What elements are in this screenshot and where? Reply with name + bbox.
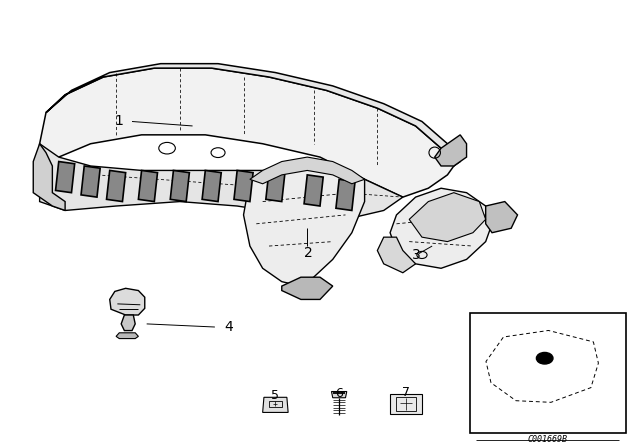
Text: 5: 5 bbox=[271, 388, 280, 401]
Polygon shape bbox=[109, 289, 145, 315]
Text: C001669B: C001669B bbox=[528, 435, 568, 444]
Polygon shape bbox=[56, 162, 75, 193]
Text: 6: 6 bbox=[335, 387, 343, 400]
Polygon shape bbox=[336, 179, 355, 211]
Polygon shape bbox=[40, 144, 403, 220]
Text: 3: 3 bbox=[412, 248, 421, 262]
Polygon shape bbox=[81, 166, 100, 197]
Polygon shape bbox=[40, 68, 454, 197]
Polygon shape bbox=[250, 157, 365, 184]
Polygon shape bbox=[390, 394, 422, 414]
Polygon shape bbox=[170, 170, 189, 202]
Polygon shape bbox=[486, 202, 518, 233]
Polygon shape bbox=[378, 237, 415, 273]
Polygon shape bbox=[138, 170, 157, 202]
Text: 1: 1 bbox=[115, 115, 124, 129]
Polygon shape bbox=[409, 193, 486, 241]
Text: 7: 7 bbox=[402, 386, 410, 399]
Polygon shape bbox=[121, 315, 135, 331]
Polygon shape bbox=[304, 175, 323, 206]
Polygon shape bbox=[435, 135, 467, 166]
Polygon shape bbox=[116, 333, 138, 339]
Polygon shape bbox=[390, 188, 492, 268]
Polygon shape bbox=[332, 392, 347, 398]
Bar bbox=[470, 313, 626, 433]
Polygon shape bbox=[46, 64, 460, 166]
Polygon shape bbox=[262, 397, 288, 413]
Polygon shape bbox=[266, 170, 285, 202]
Polygon shape bbox=[33, 144, 65, 211]
Circle shape bbox=[536, 353, 553, 364]
Text: 2: 2 bbox=[304, 246, 313, 260]
Text: 4: 4 bbox=[224, 320, 232, 334]
Polygon shape bbox=[282, 277, 333, 299]
Polygon shape bbox=[106, 170, 125, 202]
Polygon shape bbox=[234, 170, 253, 202]
Polygon shape bbox=[202, 170, 221, 202]
Polygon shape bbox=[244, 162, 365, 286]
